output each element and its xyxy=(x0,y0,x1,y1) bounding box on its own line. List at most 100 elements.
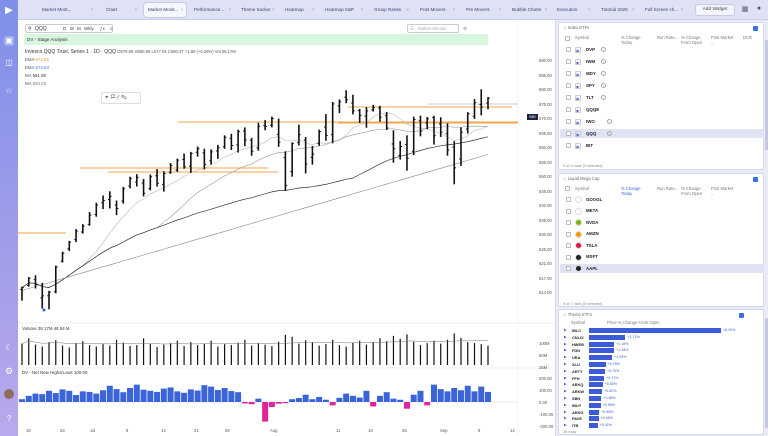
play-icon[interactable]: ▶ xyxy=(575,82,581,89)
tab-14[interactable]: Full Screen ch... × xyxy=(641,3,686,17)
dashboard-icon[interactable]: ▣ xyxy=(4,36,14,46)
theme-scrollbar[interactable] xyxy=(765,318,768,428)
col-change-open[interactable]: % Change From Open xyxy=(681,186,703,196)
index-scrollbar[interactable] xyxy=(765,40,768,150)
logo-play-icon[interactable]: ▶ xyxy=(5,5,13,16)
row-checkbox[interactable] xyxy=(566,119,571,124)
tab-2[interactable]: Chart × xyxy=(102,3,140,17)
tab-close-icon[interactable]: × xyxy=(311,7,314,12)
index-etf-row[interactable]: ▶ QQQ i xyxy=(560,129,764,138)
row-checkbox[interactable] xyxy=(566,197,571,202)
tab-4[interactable]: Performance... × xyxy=(190,3,234,17)
select-all-checkbox[interactable] xyxy=(565,36,570,41)
play-icon[interactable]: ▶ xyxy=(564,348,567,353)
info-icon[interactable]: i xyxy=(601,70,606,76)
mega-cap-row[interactable]: AMZN xyxy=(560,230,764,239)
index-etf-row[interactable]: ▶ QQQE xyxy=(560,105,764,114)
col-dcr[interactable]: DCR xyxy=(743,35,753,40)
row-checkbox[interactable] xyxy=(566,143,571,148)
line-tool-icon[interactable]: ∕ xyxy=(117,95,122,101)
tab-close-icon[interactable]: × xyxy=(587,7,590,12)
theme-etf-row[interactable]: ▶ ITB +0.41% xyxy=(560,422,764,429)
col-symbol[interactable]: Symbol xyxy=(575,35,589,40)
index-etf-row[interactable]: ▶ BIT xyxy=(560,141,764,150)
play-icon[interactable]: ▶ xyxy=(575,46,581,53)
panel-color-tag[interactable] xyxy=(753,26,758,31)
index-etf-row[interactable]: ▶ DVP i xyxy=(560,45,764,54)
symbol-search-input[interactable]: ⚲ QQQ xyxy=(25,24,113,33)
panel-color-tag[interactable] xyxy=(753,177,758,182)
chart-settings-icon[interactable]: ⚙ xyxy=(463,26,468,31)
theme-etf-row[interactable]: ▶ ARKQ +0.65% xyxy=(560,381,764,388)
drawing-toolbar[interactable]: ⌖⚐∕✎ xyxy=(101,92,141,104)
tab-close-icon[interactable]: × xyxy=(498,7,501,12)
theme-etf-row[interactable]: ▶ FFH +0.71% xyxy=(560,375,764,382)
play-icon[interactable]: ▶ xyxy=(564,355,567,360)
play-icon[interactable]: ▶ xyxy=(575,142,581,149)
theme-etf-row[interactable]: ▶ HWEB +1.18% xyxy=(560,341,764,348)
tab-close-icon[interactable]: × xyxy=(406,7,409,12)
play-icon[interactable]: ▶ xyxy=(564,409,567,414)
play-icon[interactable]: ▶ xyxy=(564,375,567,380)
info-icon[interactable]: i xyxy=(607,118,612,124)
mega-cap-row[interactable]: MSFT xyxy=(560,253,764,262)
tab-close-icon[interactable]: × xyxy=(228,7,231,12)
play-icon[interactable]: ▶ xyxy=(575,58,581,65)
index-etf-row[interactable]: ▶ MDY i xyxy=(560,69,764,78)
tab-close-icon[interactable]: × xyxy=(680,7,683,12)
play-icon[interactable]: ▶ xyxy=(564,362,567,366)
play-icon[interactable]: ▶ xyxy=(564,423,567,428)
pen-icon[interactable]: ✎ xyxy=(121,95,130,101)
theme-etf-row[interactable]: ▶ IBUY +0.55% xyxy=(560,402,764,409)
row-checkbox[interactable] xyxy=(566,254,571,260)
star-icon[interactable]: ☆ xyxy=(5,86,13,95)
price-chart[interactable] xyxy=(18,20,556,436)
row-checkbox[interactable] xyxy=(566,266,571,271)
col-symbol[interactable]: Symbol xyxy=(575,186,589,191)
tab-7[interactable]: Heatmap S&P × xyxy=(321,3,366,17)
play-icon[interactable]: ▶ xyxy=(564,382,567,387)
tab-close-icon[interactable]: × xyxy=(452,7,455,12)
mega-cap-row[interactable]: NVDA xyxy=(560,218,764,227)
tab-close-icon[interactable]: × xyxy=(271,7,274,12)
row-checkbox[interactable] xyxy=(566,231,571,237)
play-icon[interactable]: ▶ xyxy=(564,368,567,373)
info-icon[interactable]: i xyxy=(601,58,606,64)
play-icon[interactable]: ▶ xyxy=(575,130,581,137)
panel-color-tag[interactable] xyxy=(739,313,744,318)
theme-etf-row[interactable]: ▶ URA +1.09% xyxy=(560,354,764,361)
chart-toolbar-button[interactable]: ≡ xyxy=(110,26,113,31)
theme-etf-row[interactable]: ▶ IBLC +6.20% xyxy=(560,327,764,334)
notification-icon[interactable]: ● xyxy=(756,5,762,12)
chart-toolbar-button[interactable]: ƒx xyxy=(100,26,105,31)
tab-5[interactable]: Theme tracker × xyxy=(237,3,277,17)
row-checkbox[interactable] xyxy=(566,131,571,136)
tab-close-icon[interactable]: × xyxy=(360,7,363,12)
col-price-change[interactable]: Price % Change From Open xyxy=(607,320,660,325)
chart-toolbar-button[interactable]: M xyxy=(77,26,81,31)
help-icon[interactable]: ? xyxy=(6,414,12,423)
theme-etf-row[interactable]: ▶ FDN +1.18% xyxy=(560,347,764,354)
user-avatar[interactable] xyxy=(4,389,14,399)
tab-13[interactable]: Tutorial 2025 × xyxy=(597,3,637,17)
play-icon[interactable]: ▶ xyxy=(575,70,581,77)
theme-etf-row[interactable]: ▶ ARTY +0.75% xyxy=(560,368,764,375)
theme-etf-row[interactable]: ▶ CNLIX +1.71% xyxy=(560,334,764,341)
index-etf-row[interactable]: ▶ SPY i xyxy=(560,81,764,90)
col-post-market[interactable]: Post Market ... xyxy=(711,35,734,45)
row-checkbox[interactable] xyxy=(566,71,571,76)
play-icon[interactable]: ▶ xyxy=(564,328,567,332)
monitor-icon[interactable]: ◫ xyxy=(5,58,13,67)
mega-cap-row[interactable]: GOOGL xyxy=(560,195,764,204)
play-icon[interactable]: ▶ xyxy=(575,106,581,113)
row-checkbox[interactable] xyxy=(566,59,571,64)
index-etf-row[interactable]: ▶ IWO i xyxy=(560,117,764,126)
col-change-open[interactable]: % Change From Open xyxy=(681,35,703,45)
col-symbol[interactable]: Symbol xyxy=(571,320,585,325)
info-icon[interactable]: i xyxy=(601,94,606,100)
flag-icon[interactable]: ⚐ xyxy=(110,95,118,101)
moon-icon[interactable]: ☾ xyxy=(5,343,13,352)
col-run-rate[interactable]: Run Rate... xyxy=(657,186,679,191)
tab-11[interactable]: Bubble Charts × xyxy=(508,3,550,17)
info-icon[interactable]: i xyxy=(601,46,606,52)
